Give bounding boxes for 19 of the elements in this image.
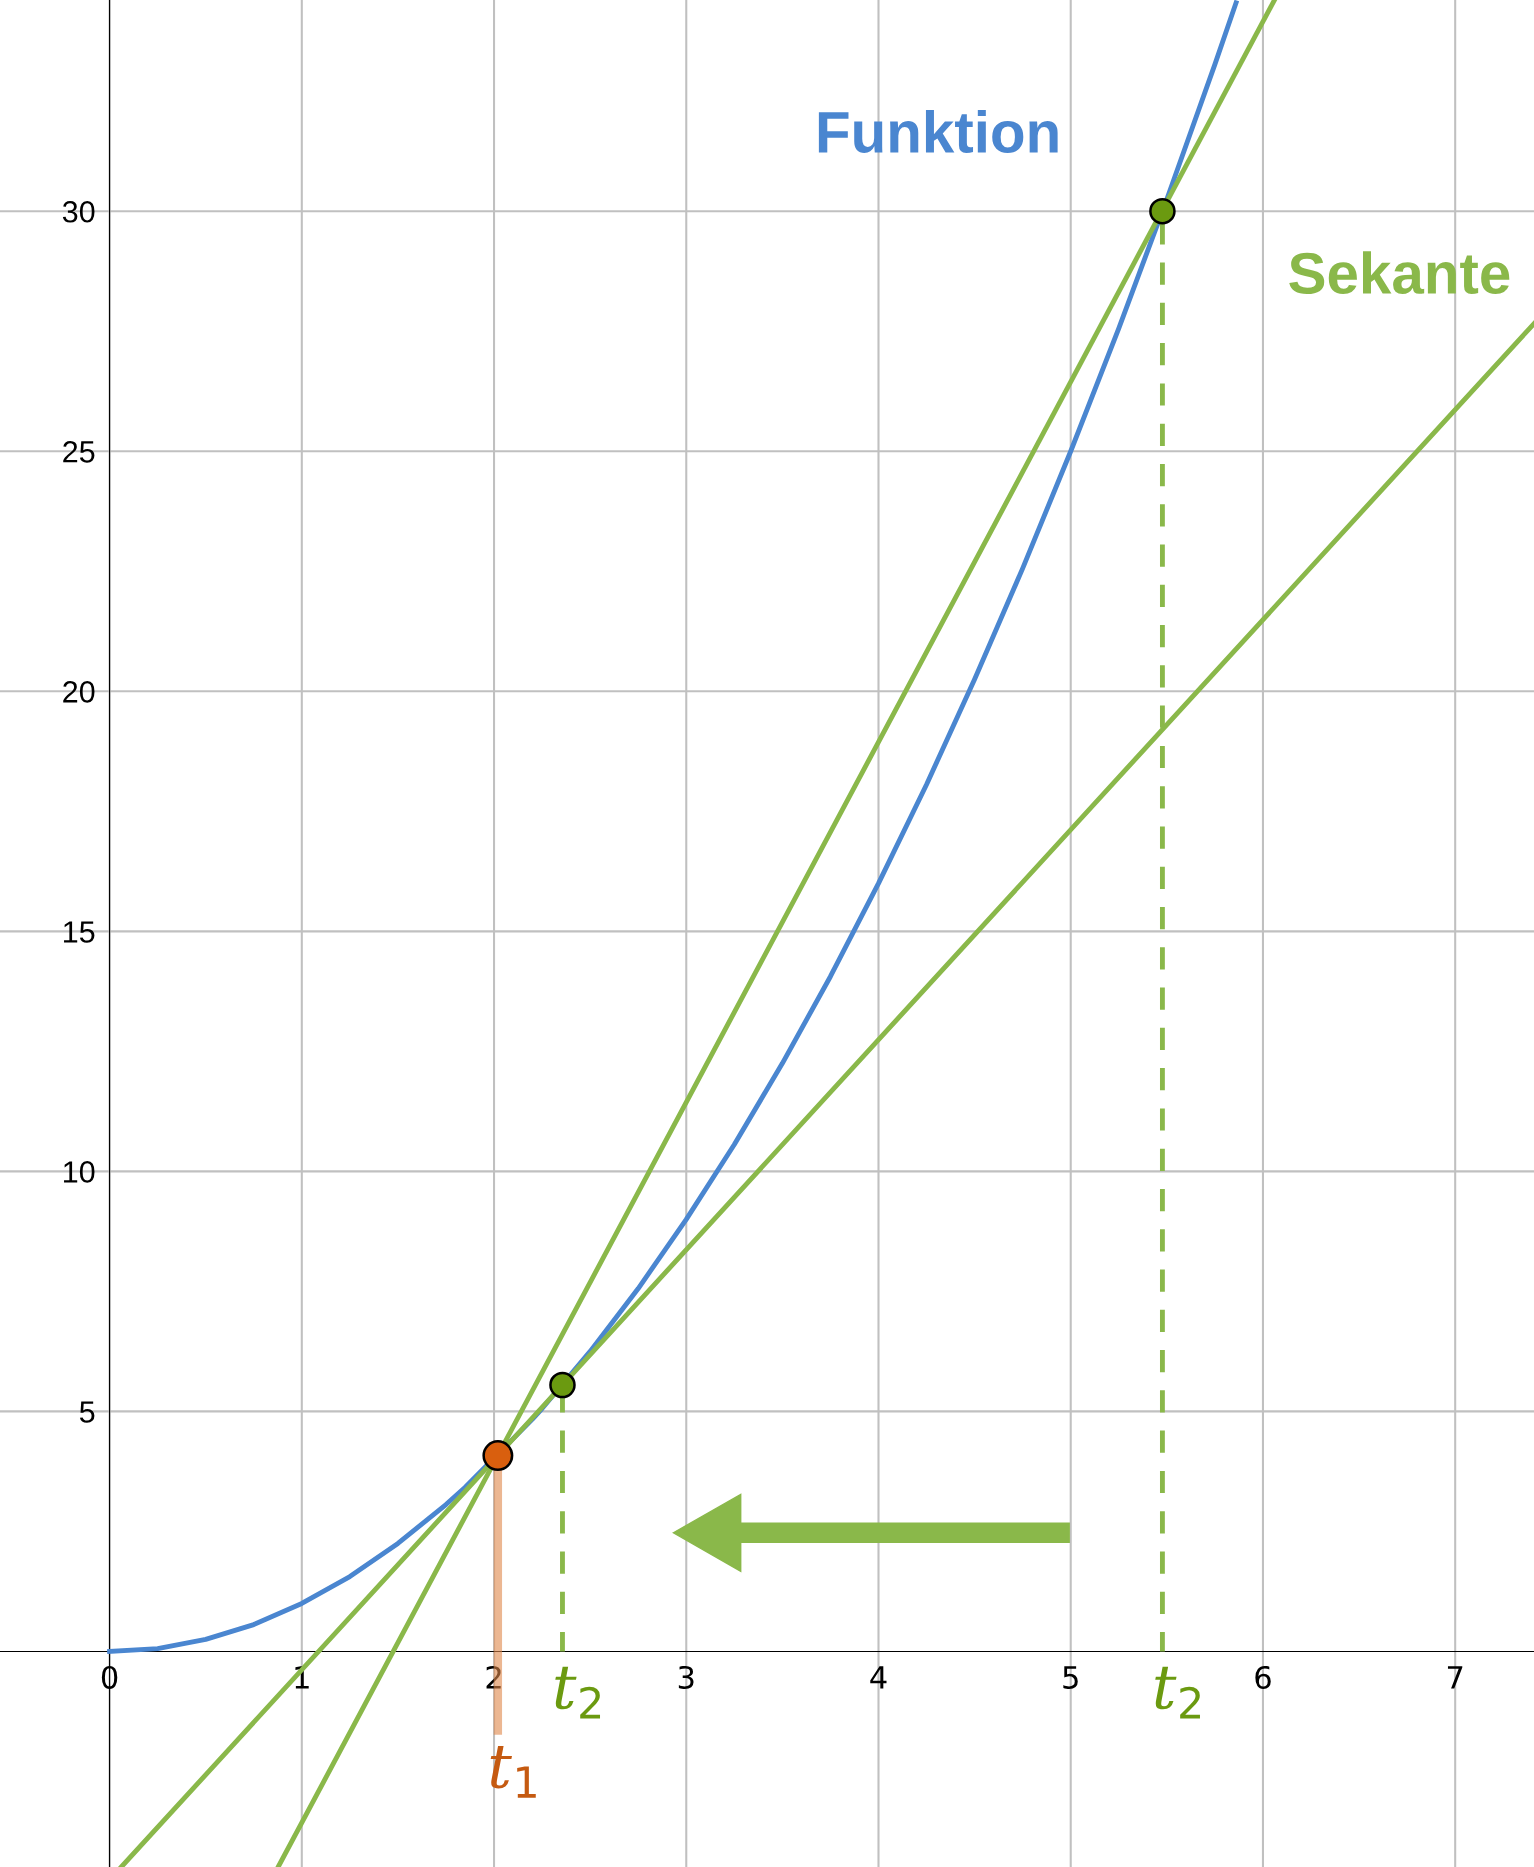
x-tick-label: 5 — [1063, 1666, 1078, 1689]
x-tick-label: 7 — [1447, 1666, 1463, 1689]
x-tick-label: 4 — [870, 1666, 887, 1689]
text: Funktion — [818, 110, 1058, 153]
y-tick-label: 25 — [63, 441, 95, 463]
y-tick-label: 10 — [64, 1161, 95, 1183]
x-tick-label: 3 — [678, 1665, 694, 1689]
text: Sekante — [1289, 251, 1510, 295]
annotation: t$_{2}$ — [1155, 1666, 1200, 1719]
point — [549, 1371, 576, 1399]
annotation: t$_{2}$ — [555, 1666, 601, 1719]
y-tick-label: 5 — [79, 1401, 95, 1423]
point — [482, 1440, 514, 1472]
point — [1149, 197, 1176, 225]
annotation: t$_{1}$ — [490, 1746, 536, 1798]
y-tick-label: 15 — [64, 921, 95, 943]
x-tick-label: 6 — [1255, 1665, 1271, 1689]
y-tick-label: 20 — [63, 681, 95, 703]
y-tick-label: 30 — [62, 200, 95, 223]
